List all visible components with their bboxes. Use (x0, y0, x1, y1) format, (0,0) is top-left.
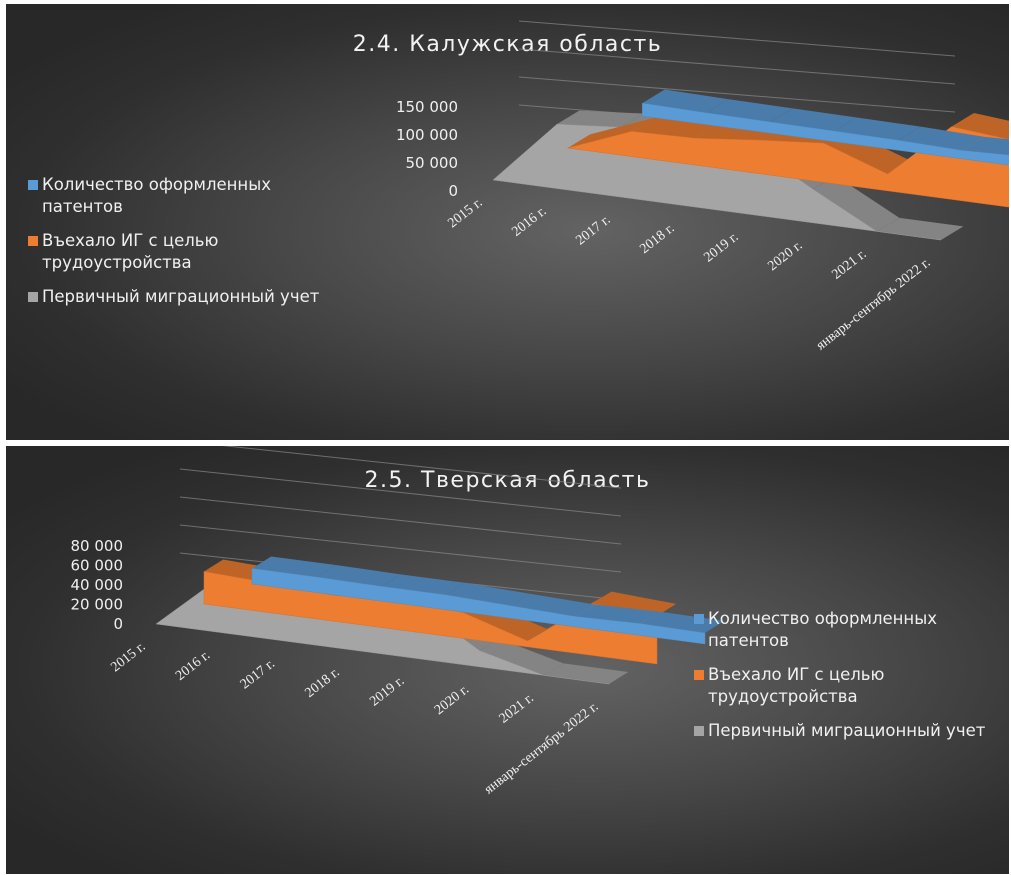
chart-title: 2.4. Калужская область (352, 32, 663, 57)
legend: Количество оформленных патентов Въехало … (28, 174, 348, 320)
legend-swatch-patents (28, 180, 38, 190)
y-tick-label: 50 000 (406, 154, 459, 172)
series-top-face (252, 556, 336, 578)
gridline (222, 446, 622, 489)
legend-label: Въехало ИГ с целью трудоустройства (708, 665, 885, 706)
series-patents (251, 556, 725, 645)
y-axis-ticks: 150 000 100 000 50 000 0 (396, 98, 458, 200)
series-top-face (479, 638, 564, 676)
series-area (642, 102, 1009, 166)
chart-panel-tver: 2.5. Тверская область 80 000 60 000 40 000… (6, 446, 1009, 874)
x-tick-label: 2021 г. (497, 691, 537, 727)
legend-item-patents: Количество оформленных патентов (28, 174, 348, 218)
x-tick-label: 2017 г. (238, 656, 278, 692)
series-top-face (446, 582, 531, 606)
series-area (251, 568, 706, 645)
chart-title: 2.5. Тверская область (364, 468, 651, 493)
x-tick-label: 2015 г. (445, 195, 485, 231)
x-tick-label: 2016 г. (173, 648, 213, 684)
legend-swatch-migration (694, 726, 704, 736)
legend-swatch-patents (694, 614, 704, 624)
series-top-face (575, 604, 660, 624)
y-tick-label: 20 000 (71, 596, 124, 614)
x-tick-label: 2019 г. (701, 230, 741, 266)
series-top-face (898, 126, 985, 151)
gridline (518, 20, 956, 57)
y-tick-label: 40 000 (71, 576, 124, 594)
series-top-face (813, 175, 900, 232)
legend-label: Первичный миграционный учет (708, 721, 986, 740)
legend-label: Въехало ИГ с целью трудоустройства (42, 231, 219, 272)
gridline (179, 496, 622, 545)
y-tick-label: 0 (448, 182, 458, 200)
legend-item-entered: Въехало ИГ с целью трудоустройства (694, 664, 1004, 708)
gridline (518, 48, 956, 85)
series-top-face (877, 217, 964, 240)
series-top-face (381, 574, 466, 595)
series-top-face (544, 663, 629, 684)
x-tick-label: 2018 г. (637, 221, 677, 257)
series-top-face (567, 117, 655, 148)
y-tick-label: 100 000 (396, 126, 458, 144)
x-tick-label: 2017 г. (573, 212, 613, 248)
y-tick-label: 80 000 (71, 537, 124, 555)
y-tick-label: 0 (113, 615, 123, 633)
series-top-face (592, 591, 677, 616)
legend-swatch-entered (694, 670, 704, 680)
legend-item-patents: Количество оформленных патентов (694, 608, 1004, 652)
series-top-face (557, 110, 644, 128)
x-tick-label: 2015 г. (108, 639, 148, 675)
series-top-face (510, 593, 595, 617)
x-tick-label: 2020 г. (765, 238, 805, 274)
gridline (518, 76, 956, 113)
series-top-face (834, 117, 921, 141)
y-tick-label: 150 000 (396, 98, 458, 116)
series-top-face (951, 113, 1009, 140)
series-top-face (316, 565, 401, 587)
series-top-face (962, 136, 1009, 156)
y-tick-label: 60 000 (71, 557, 124, 575)
x-tick-label: 2020 г. (432, 682, 472, 718)
x-tick-label: 2016 г. (509, 204, 549, 240)
series-top-face (706, 99, 793, 122)
series-top-face (770, 108, 857, 132)
series-area (567, 126, 1009, 208)
legend-label: Количество оформленных патентов (708, 609, 938, 650)
legend-label: Количество оформленных патентов (42, 175, 272, 216)
legend: Количество оформленных патентов Въехало … (694, 608, 1004, 754)
legend-item-entered: Въехало ИГ с целью трудоустройства (28, 230, 348, 274)
gridline (179, 468, 622, 517)
legend-swatch-migration (28, 292, 38, 302)
series-top-face (640, 611, 725, 633)
gridline (179, 524, 622, 573)
x-tick-label: 2019 г. (367, 674, 407, 710)
x-tick-label: 2021 г. (829, 247, 869, 283)
legend-item-migration: Первичный миграционный учет (694, 720, 1004, 742)
x-tick-label: 2018 г. (303, 665, 343, 701)
legend-label: Первичный миграционный учет (42, 287, 320, 306)
series-patents (642, 89, 1009, 166)
series-top-face (642, 89, 729, 113)
legend-item-migration: Первичный миграционный учет (28, 286, 348, 308)
chart-panel-kaluga: 2.4. Калужская область 150 000 100 000 50 … (6, 4, 1009, 440)
legend-swatch-entered (28, 236, 38, 246)
